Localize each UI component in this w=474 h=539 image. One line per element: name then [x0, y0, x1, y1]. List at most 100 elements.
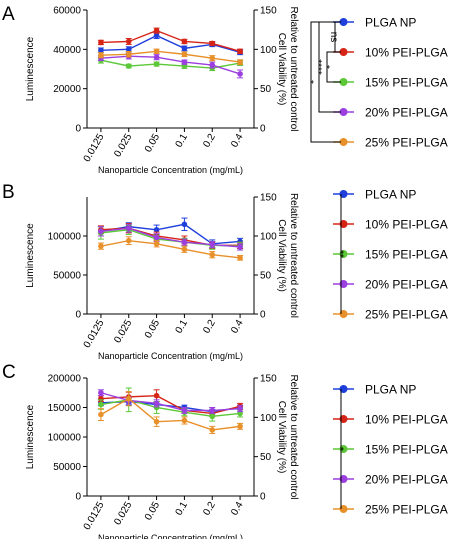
data-point	[181, 51, 188, 58]
x-tick-label: 0.2	[201, 132, 218, 150]
y-tick-label: 0	[75, 124, 81, 135]
bracket	[310, 21, 341, 143]
data-point	[153, 32, 160, 39]
x-tick-label: 0.05	[143, 132, 162, 155]
y2-axis-title: Cell Viability (%)	[276, 33, 287, 106]
y2-tick-label: 100	[260, 232, 277, 243]
data-point	[98, 52, 104, 59]
data-point	[209, 241, 216, 248]
data-point	[125, 38, 132, 45]
legend-label: 20% PEI-PLGA	[365, 473, 448, 487]
legend-marker	[339, 18, 348, 26]
y-tick-label: 60000	[53, 6, 81, 17]
x-tick-label: 0.4	[229, 132, 246, 150]
data-point	[181, 407, 188, 414]
x-axis-title: Nanoparticle Concentration (mg/mL)	[98, 351, 243, 361]
legend-label: 15% PEI-PLGA	[365, 248, 448, 262]
legend-label: 25% PEI-PLGA	[365, 503, 448, 517]
data-point	[125, 395, 132, 402]
x-axis-title: Nanoparticle Concentration (mg/mL)	[98, 165, 243, 175]
data-point	[98, 228, 104, 235]
data-point	[237, 238, 243, 245]
data-point	[153, 392, 160, 399]
data-point	[153, 27, 160, 34]
y2-tick-label: 50	[260, 452, 272, 463]
series-line	[100, 394, 241, 415]
data-point	[237, 59, 243, 65]
data-point	[153, 418, 160, 425]
data-point	[125, 225, 132, 231]
significance-label: *	[334, 447, 345, 451]
chart-panel-a: A 0 20000 40000 60000 0 50 100 150 0.0125 0.025 0.0…	[2, 4, 448, 175]
data-point	[98, 47, 104, 54]
significance-label: *	[320, 65, 331, 69]
y2-tick-label: 50	[260, 271, 272, 282]
legend-marker	[339, 138, 348, 146]
data-point	[209, 407, 216, 414]
y2-axis-title: Relative to untreated control	[288, 374, 299, 499]
data-point	[237, 255, 243, 261]
legend: PLGA NP 10% PEI-PLGA 15% PEI-PLGA 20% PEI-P…	[333, 16, 448, 150]
y-tick-label: 100000	[48, 433, 82, 444]
series-25-pei-plga	[97, 236, 244, 261]
data-point	[153, 241, 160, 247]
x-tick-label: 0.4	[229, 318, 246, 336]
bracket	[326, 51, 341, 83]
data-point	[125, 63, 132, 69]
data-point	[125, 237, 132, 244]
y-tick-label: 40000	[53, 45, 81, 56]
legend-label: PLGA NP	[365, 383, 416, 397]
y-tick-label: 150000	[48, 403, 82, 414]
data-point	[181, 59, 188, 65]
legend-label: 10% PEI-PLGA	[365, 413, 448, 427]
y-tick-label: 100000	[48, 232, 82, 243]
y2-axis-title: Relative to untreated control	[288, 193, 299, 318]
x-tick-label: 0.025	[112, 500, 134, 528]
panel-label: C	[2, 362, 16, 383]
series-line	[100, 223, 241, 245]
data-point	[98, 401, 104, 408]
legend-label: PLGA NP	[365, 16, 416, 30]
significance-label: *	[304, 80, 315, 84]
y2-axis-title: Cell Viability (%)	[276, 401, 287, 474]
data-point	[125, 46, 132, 53]
chart-panel-b: B 0 50000 100000 0 50 100 150 0.0125 0.025 0.05 0.1…	[2, 182, 448, 361]
panel-label: A	[2, 4, 15, 25]
data-point	[181, 38, 188, 45]
significance-brackets: **	[334, 194, 345, 314]
series-line	[100, 55, 241, 75]
data-point	[209, 251, 216, 258]
x-axis-title: Nanoparticle Concentration (mg/mL)	[98, 533, 243, 539]
y2-axis-title: Relative to untreated control	[288, 6, 299, 131]
series-20-pei-plga	[97, 389, 244, 414]
legend-marker	[339, 108, 348, 116]
data-point	[181, 246, 188, 253]
chart-panel-c: C 0 50000 100000 150000 200000 0 50 100 150 0.0125…	[2, 362, 448, 539]
data-point	[209, 413, 216, 420]
x-tick-label: 0.025	[112, 318, 134, 346]
y-tick-label: 50000	[53, 271, 81, 282]
y2-tick-label: 150	[260, 374, 277, 385]
series-20-pei-plga	[97, 223, 244, 251]
y2-tick-label: 50	[260, 84, 272, 95]
legend: PLGA NP 10% PEI-PLGA 15% PEI-PLGA 20% PEI-P…	[333, 188, 448, 322]
x-tick-label: 0.2	[201, 318, 218, 336]
panel-label: B	[2, 182, 15, 203]
x-tick-label: 0.1	[174, 132, 191, 150]
data-point	[98, 389, 104, 396]
series-line	[100, 50, 241, 63]
series-20-pei-plga	[97, 52, 244, 79]
data-point	[153, 400, 160, 407]
y2-tick-label: 0	[260, 124, 266, 135]
series-line	[100, 392, 241, 412]
y2-tick-label: 150	[260, 193, 277, 204]
series-25-pei-plga	[97, 391, 244, 434]
series-25-pei-plga	[97, 48, 244, 65]
legend: PLGA NP 10% PEI-PLGA 15% PEI-PLGA 20% PEI-P…	[333, 383, 448, 517]
y2-tick-label: 150	[260, 6, 277, 17]
series-line	[100, 29, 241, 52]
data-point	[153, 234, 160, 241]
legend-marker	[339, 78, 348, 86]
data-point	[153, 48, 160, 55]
significance-brackets: *	[334, 389, 345, 509]
